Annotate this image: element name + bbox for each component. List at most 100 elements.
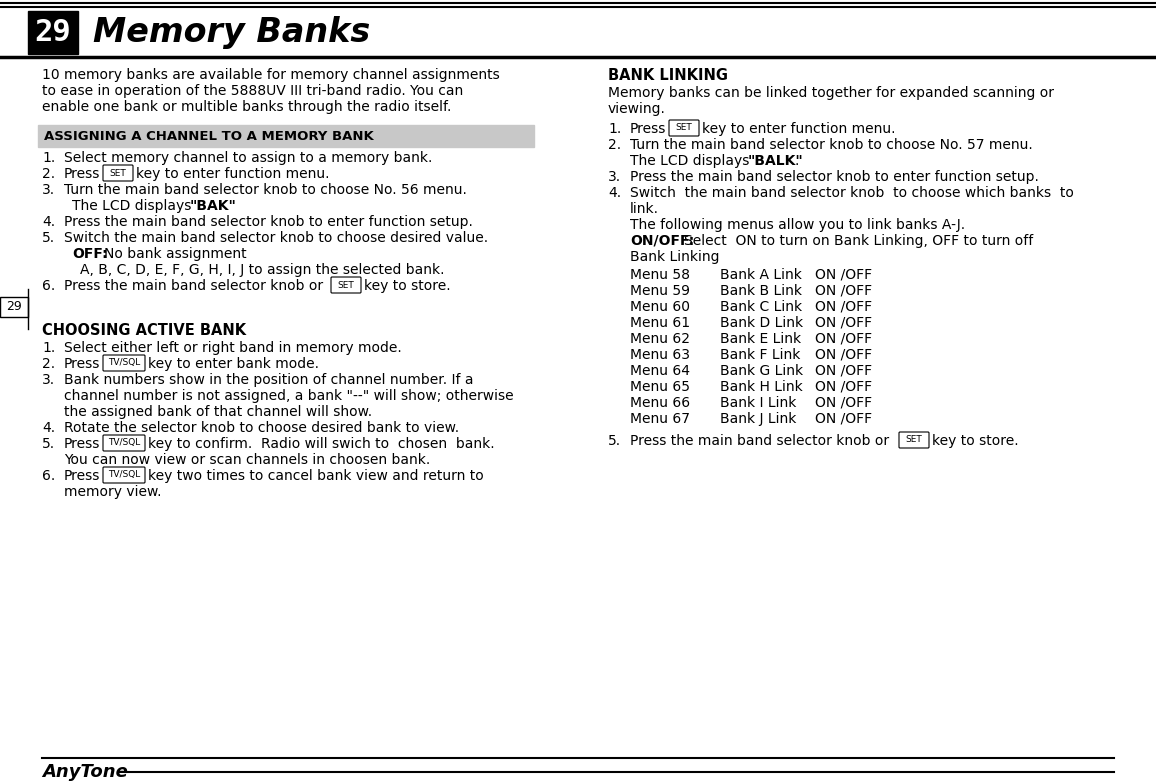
- Text: 2.: 2.: [42, 357, 55, 371]
- Text: "BAK": "BAK": [190, 199, 237, 213]
- Text: ON /OFF: ON /OFF: [815, 316, 872, 330]
- Text: 1.: 1.: [42, 341, 55, 355]
- Text: ON /OFF: ON /OFF: [815, 332, 876, 346]
- Text: Menu 66: Menu 66: [630, 396, 690, 410]
- Text: ON /OFF: ON /OFF: [815, 364, 872, 378]
- Text: 4.: 4.: [608, 186, 621, 200]
- Text: key to store.: key to store.: [932, 434, 1018, 448]
- Text: 6.: 6.: [42, 469, 55, 483]
- Text: Bank A Link: Bank A Link: [720, 268, 802, 282]
- Text: SET: SET: [905, 436, 922, 444]
- Text: 5.: 5.: [42, 437, 55, 451]
- Text: enable one bank or multible banks through the radio itself.: enable one bank or multible banks throug…: [42, 100, 451, 114]
- Text: TV/SQL: TV/SQL: [108, 358, 140, 368]
- Text: A, B, C, D, E, F, G, H, I, J to assign the selected bank.: A, B, C, D, E, F, G, H, I, J to assign t…: [80, 263, 445, 277]
- Text: Select  ON to turn on Bank Linking, OFF to turn off: Select ON to turn on Bank Linking, OFF t…: [684, 234, 1033, 248]
- Text: Bank E Link: Bank E Link: [720, 332, 801, 346]
- Text: Bank H Link: Bank H Link: [720, 380, 802, 394]
- Text: Menu 60: Menu 60: [630, 300, 690, 314]
- Text: Memory Banks: Memory Banks: [92, 16, 370, 49]
- Text: 3.: 3.: [42, 373, 55, 387]
- Text: key to confirm.  Radio will swich to  chosen  bank.: key to confirm. Radio will swich to chos…: [148, 437, 495, 451]
- Text: ON /OFF: ON /OFF: [815, 412, 872, 426]
- FancyBboxPatch shape: [28, 11, 77, 54]
- Text: Press: Press: [64, 167, 101, 181]
- Text: Press: Press: [630, 122, 666, 136]
- Text: Menu 61: Menu 61: [630, 316, 690, 330]
- Text: .: .: [795, 154, 800, 168]
- Text: Memory banks can be linked together for expanded scanning or: Memory banks can be linked together for …: [608, 86, 1054, 100]
- Text: ON /OFF: ON /OFF: [815, 396, 872, 410]
- Text: TV/SQL: TV/SQL: [108, 470, 140, 480]
- Text: Bank F Link: Bank F Link: [720, 348, 800, 362]
- Text: Menu 58: Menu 58: [630, 268, 690, 282]
- Text: ON /OFF: ON /OFF: [815, 300, 872, 314]
- FancyBboxPatch shape: [103, 165, 133, 181]
- Text: 5.: 5.: [42, 231, 55, 245]
- Text: 6.: 6.: [42, 279, 55, 293]
- Text: 4.: 4.: [42, 421, 55, 435]
- Text: The following menus allow you to link banks A-J.: The following menus allow you to link ba…: [630, 218, 965, 232]
- Text: to ease in operation of the 5888UV III tri-band radio. You can: to ease in operation of the 5888UV III t…: [42, 84, 464, 98]
- Text: ON /OFF: ON /OFF: [815, 268, 872, 282]
- Text: Turn the main band selector knob to choose No. 57 menu.: Turn the main band selector knob to choo…: [630, 138, 1032, 152]
- Text: Press the main band selector knob or: Press the main band selector knob or: [64, 279, 324, 293]
- Text: SET: SET: [675, 123, 692, 133]
- Text: the assigned bank of that channel will show.: the assigned bank of that channel will s…: [64, 405, 372, 419]
- FancyBboxPatch shape: [0, 297, 28, 317]
- Text: Turn the main band selector knob to choose No. 56 menu.: Turn the main band selector knob to choo…: [64, 183, 467, 197]
- Text: Select either left or right band in memory mode.: Select either left or right band in memo…: [64, 341, 402, 355]
- Text: Rotate the selector knob to choose desired bank to view.: Rotate the selector knob to choose desir…: [64, 421, 459, 435]
- FancyBboxPatch shape: [669, 120, 699, 136]
- Text: key to enter function menu.: key to enter function menu.: [136, 167, 329, 181]
- Text: Select memory channel to assign to a memory bank.: Select memory channel to assign to a mem…: [64, 151, 432, 165]
- Text: key to enter function menu.: key to enter function menu.: [702, 122, 896, 136]
- Text: Press the main band selector knob or: Press the main band selector knob or: [630, 434, 889, 448]
- Text: key two times to cancel bank view and return to: key two times to cancel bank view and re…: [148, 469, 483, 483]
- Text: Menu 62: Menu 62: [630, 332, 690, 346]
- Text: Press: Press: [64, 357, 101, 371]
- Text: Switch the main band selector knob to choose desired value.: Switch the main band selector knob to ch…: [64, 231, 488, 245]
- Text: Bank J Link: Bank J Link: [720, 412, 796, 426]
- Text: 1.: 1.: [608, 122, 621, 136]
- Text: 10 memory banks are available for memory channel assignments: 10 memory banks are available for memory…: [42, 68, 499, 82]
- Text: ON/OFF:: ON/OFF:: [630, 234, 695, 248]
- Text: viewing.: viewing.: [608, 102, 666, 116]
- Text: Menu 64: Menu 64: [630, 364, 690, 378]
- Text: channel number is not assigned, a bank "--" will show; otherwise: channel number is not assigned, a bank "…: [64, 389, 513, 403]
- Text: ON /OFF: ON /OFF: [815, 380, 872, 394]
- Text: ON /OFF: ON /OFF: [815, 348, 872, 362]
- Text: ON /OFF: ON /OFF: [815, 284, 872, 298]
- Text: 29: 29: [35, 18, 72, 47]
- Text: key to store.: key to store.: [364, 279, 451, 293]
- Text: TV/SQL: TV/SQL: [108, 438, 140, 448]
- Text: Menu 67: Menu 67: [630, 412, 690, 426]
- Text: Bank I Link: Bank I Link: [720, 396, 796, 410]
- Text: Press: Press: [64, 437, 101, 451]
- Text: "BALK": "BALK": [748, 154, 803, 168]
- Text: OFF:: OFF:: [72, 247, 108, 261]
- Text: 3.: 3.: [608, 170, 621, 184]
- Text: Bank B Link: Bank B Link: [720, 284, 802, 298]
- Text: link.: link.: [630, 202, 659, 216]
- Text: The LCD displays: The LCD displays: [72, 199, 195, 213]
- Text: CHOOSING ACTIVE BANK: CHOOSING ACTIVE BANK: [42, 323, 246, 338]
- Text: SET: SET: [338, 280, 355, 290]
- Text: Bank G Link: Bank G Link: [720, 364, 803, 378]
- Text: 3.: 3.: [42, 183, 55, 197]
- FancyBboxPatch shape: [331, 277, 361, 293]
- Text: 5.: 5.: [608, 434, 621, 448]
- Text: BANK LINKING: BANK LINKING: [608, 68, 728, 83]
- Text: 1.: 1.: [42, 151, 55, 165]
- Text: Menu 65: Menu 65: [630, 380, 690, 394]
- Text: Press the main band selector knob to enter function setup.: Press the main band selector knob to ent…: [630, 170, 1039, 184]
- Text: Switch  the main band selector knob  to choose which banks  to: Switch the main band selector knob to ch…: [630, 186, 1074, 200]
- Text: 4.: 4.: [42, 215, 55, 229]
- Text: AnyTone: AnyTone: [42, 763, 128, 781]
- Text: 29: 29: [6, 301, 22, 313]
- Text: Bank Linking: Bank Linking: [630, 250, 719, 264]
- Text: No bank assignment: No bank assignment: [104, 247, 246, 261]
- Text: The LCD displays: The LCD displays: [630, 154, 754, 168]
- Text: SET: SET: [110, 169, 126, 177]
- FancyBboxPatch shape: [38, 125, 534, 147]
